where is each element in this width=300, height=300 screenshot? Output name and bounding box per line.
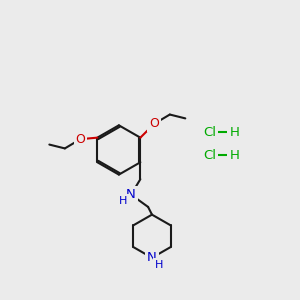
Text: O: O [75,133,85,146]
Text: H: H [155,260,163,270]
Text: H: H [230,126,239,139]
Text: H: H [119,196,128,206]
Text: Cl: Cl [203,149,216,162]
Text: N: N [126,188,136,201]
Text: Cl: Cl [203,126,216,139]
Text: N: N [147,251,157,264]
Text: O: O [149,117,159,130]
Text: H: H [230,149,239,162]
